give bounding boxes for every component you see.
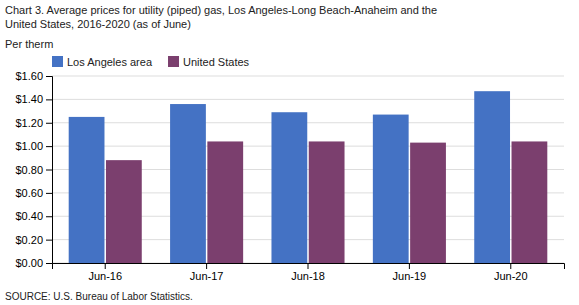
y-axis-label: Per therm — [5, 38, 53, 50]
tick: Jun-18 — [291, 263, 325, 282]
source: SOURCE: U.S. Bureau of Labor Statistics. — [5, 291, 193, 302]
tick-label: $1.40 — [15, 93, 43, 105]
tick-mark — [46, 240, 52, 241]
tick-mark — [510, 263, 511, 269]
legend-swatch — [52, 56, 63, 67]
legend-swatch — [168, 56, 179, 67]
bar — [373, 115, 409, 263]
bar — [106, 160, 142, 263]
plot: $0.00 $0.20 $0.40 $0.60 $0.80 $1.00 $1.20 $1.40… — [15, 70, 564, 282]
tick-label: Jun-20 — [494, 270, 528, 282]
tick: $1.20 — [15, 117, 52, 129]
tick: $0.00 — [15, 257, 52, 269]
x-axis: Jun-16 Jun-17 Jun-18 Jun-19 Jun-20 — [53, 263, 565, 282]
legend-label: United States — [183, 56, 250, 68]
bar — [309, 141, 345, 263]
tick-label: Jun-19 — [393, 270, 427, 282]
tick-mark — [206, 263, 207, 269]
tick: Jun-19 — [393, 263, 427, 282]
tick-mark — [409, 263, 410, 269]
tick-mark — [46, 170, 52, 171]
bar — [410, 143, 446, 263]
tick-mark — [46, 263, 52, 264]
tick-label: $0.20 — [15, 234, 43, 246]
tick-mark — [46, 193, 52, 194]
tick: Jun-20 — [494, 263, 528, 282]
tick: $0.60 — [15, 187, 52, 199]
legend: Los Angeles area United States — [52, 56, 250, 68]
tick-mark — [46, 76, 52, 77]
tick-mark — [46, 99, 52, 100]
tick: Jun-16 — [88, 263, 122, 282]
title: United States, 2016-2020 (as of June) — [5, 18, 191, 30]
tick: $1.60 — [15, 70, 52, 82]
series — [69, 91, 510, 263]
bars — [69, 91, 548, 263]
tick-label: Jun-16 — [88, 270, 122, 282]
grid-line — [52, 76, 564, 77]
tick-mark — [46, 216, 52, 217]
tick-label: $0.40 — [15, 210, 43, 222]
tick-label: $0.80 — [15, 164, 43, 176]
axis-line — [53, 264, 565, 270]
tick-label: $1.20 — [15, 117, 43, 129]
title: Chart 3. Average prices for utility (pip… — [5, 4, 437, 16]
tick: Jun-17 — [190, 263, 224, 282]
tick: $0.80 — [15, 164, 52, 176]
legend-label: Los Angeles area — [67, 56, 153, 68]
bar — [271, 112, 307, 263]
tick: $1.40 — [15, 93, 52, 105]
tick-label: Jun-17 — [190, 270, 224, 282]
tick-label: Jun-18 — [291, 270, 325, 282]
tick-mark — [46, 146, 52, 147]
series — [106, 141, 547, 263]
legend-item: United States — [168, 56, 250, 68]
chart: Chart 3. Average prices for utility (pip… — [0, 0, 579, 305]
tick: $1.00 — [15, 140, 52, 152]
tick-label: $1.60 — [15, 70, 43, 82]
grid — [52, 76, 564, 263]
tick-label: $0.00 — [15, 257, 43, 269]
legend-item: Los Angeles area — [52, 56, 153, 68]
bar — [207, 141, 243, 263]
tick: $0.20 — [15, 234, 52, 246]
bar — [474, 91, 510, 263]
bar — [170, 104, 206, 263]
bar — [512, 141, 548, 263]
tick: $0.40 — [15, 210, 52, 222]
tick-mark — [46, 123, 52, 124]
tick-mark — [105, 263, 106, 269]
axis-line — [46, 77, 53, 264]
tick-label: $0.60 — [15, 187, 43, 199]
tick-mark — [308, 263, 309, 269]
bar — [69, 117, 105, 263]
y-axis: $0.00 $0.20 $0.40 $0.60 $0.80 $1.00 $1.20 $1.40… — [15, 70, 52, 269]
tick-label: $1.00 — [15, 140, 43, 152]
